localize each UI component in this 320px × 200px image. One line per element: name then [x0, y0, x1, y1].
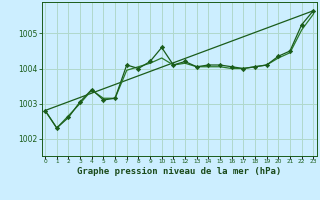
X-axis label: Graphe pression niveau de la mer (hPa): Graphe pression niveau de la mer (hPa)	[77, 167, 281, 176]
